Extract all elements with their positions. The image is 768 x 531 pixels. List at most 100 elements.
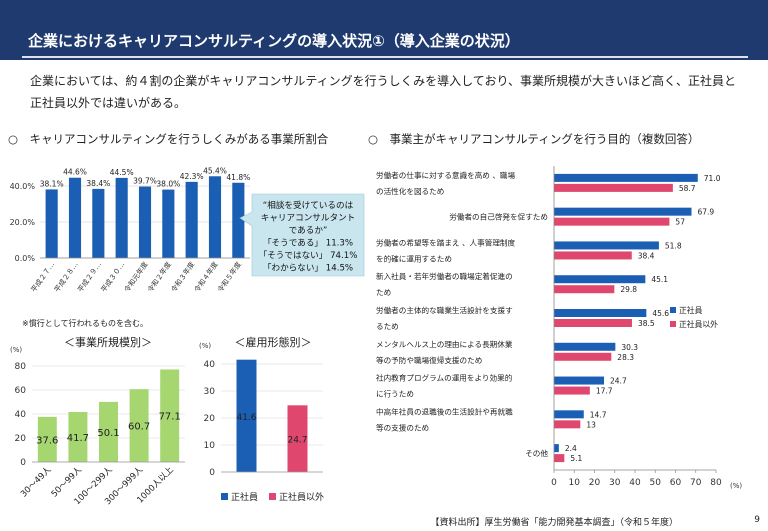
page-number: 9: [754, 515, 760, 525]
data-label: 45.4%: [203, 166, 227, 175]
summary-line-2: 正社員以外では違いがある。: [30, 96, 187, 110]
data-label: 45.6: [652, 309, 669, 318]
legend-label: 正社員以外: [279, 491, 324, 503]
callout-bubble: [239, 193, 365, 277]
legend-swatch: [670, 307, 676, 313]
category-label: 社内教育プログラムの運用をより効果的: [376, 373, 513, 383]
data-label: 38.5: [638, 319, 655, 328]
data-label: 67.9: [697, 208, 714, 217]
x-tick-label: 20: [589, 478, 601, 488]
data-label: 60.7: [128, 422, 150, 433]
data-label: 38.1%: [40, 179, 64, 188]
data-label: 24.7: [287, 436, 307, 446]
data-label: 77.1: [159, 412, 181, 423]
data-label: 5.1: [570, 454, 582, 463]
bar-non-regular: [554, 251, 632, 260]
summary-line-1: 企業においては、約４割の企業がキャリアコンサルティングを行うしくみを導入しており…: [30, 74, 736, 88]
bar: [92, 188, 105, 258]
chart-title: ＜事業所規模別＞: [64, 335, 152, 349]
bar-regular: [554, 241, 659, 250]
bar: [68, 411, 88, 462]
size-chart: ＜事業所規模別＞(%)02040608037.630～49人41.750～99人…: [10, 335, 185, 507]
data-label: 41.8%: [226, 173, 250, 182]
bar-non-regular: [554, 285, 615, 294]
callout-line: 「そうではない」 74.1%: [259, 250, 358, 261]
bar-regular: [554, 444, 559, 453]
data-label: 39.7%: [133, 177, 157, 186]
legend-swatch: [269, 493, 276, 500]
category-label: ため: [376, 288, 391, 297]
data-label: 71.0: [704, 174, 721, 183]
bar: [115, 177, 128, 258]
bar-regular: [554, 207, 692, 216]
bar: [185, 181, 198, 258]
unit-label: (%): [199, 342, 211, 350]
data-label: 29.8: [620, 285, 637, 294]
category-label: るため: [376, 322, 399, 331]
category-label: メンタルヘルス上の理由による長期休業: [376, 339, 513, 349]
data-label: 41.6: [236, 413, 256, 423]
category-label: 等の支援のため: [376, 422, 429, 432]
bar-non-regular: [554, 386, 590, 395]
x-tick-label: 30: [609, 478, 621, 488]
data-label: 41.7: [67, 433, 89, 444]
page-title: 企業におけるキャリアコンサルティングの導入状況①（導入企業の状況）: [28, 32, 520, 50]
data-label: 45.1: [651, 275, 668, 284]
x-tick-label: 80: [710, 478, 722, 488]
y-tick-label: 10: [204, 441, 216, 451]
bar: [160, 369, 180, 462]
x-tick-label: 40: [629, 478, 641, 488]
y-tick-label: 20.0%: [10, 218, 36, 227]
category-label: を的確に運用するため: [376, 253, 452, 263]
y-tick-label: 0: [20, 458, 26, 468]
y-tick-label: 30: [204, 387, 216, 397]
data-label: 13: [586, 420, 596, 429]
legend-label: 正社員以外: [679, 319, 718, 329]
callout-line: キャリアコンサルタント: [261, 213, 356, 224]
bar: [162, 189, 175, 258]
bar: [68, 177, 82, 258]
source-citation: 【資料出所】厚生労働省「能力開発基本調査」（令和５年度）: [430, 518, 678, 528]
data-label: 44.5%: [110, 168, 134, 177]
x-tick-label: 30～49人: [19, 465, 54, 500]
data-label: 30.3: [621, 343, 638, 352]
bar: [45, 189, 58, 258]
category-label: 労働者の自己啓発を促すため: [449, 212, 548, 222]
data-label: 2.4: [565, 444, 577, 453]
bar: [232, 182, 245, 258]
unit-label: (%): [730, 482, 742, 490]
x-tick-label: 0: [551, 478, 557, 488]
x-tick-label: 10: [569, 478, 581, 488]
data-label: 38.4: [638, 251, 655, 260]
category-label: 労働者の希望等を踏まえ 、人事管理制度: [376, 237, 516, 247]
y-tick-label: 40: [204, 360, 216, 370]
bar: [236, 359, 257, 472]
section-heading-right: ○ 事業主がキャリアコンサルティングを行う目的（複数回答）: [368, 132, 700, 146]
bar: [138, 186, 152, 258]
bar: [287, 405, 308, 472]
data-label: 37.6: [36, 435, 58, 446]
data-label: 51.8: [665, 241, 682, 250]
bar-non-regular: [554, 319, 632, 327]
data-label: 14.7: [590, 410, 607, 419]
category-label: 労働者の仕事に対する意識を高め 、職場: [376, 170, 516, 180]
bar-regular: [554, 376, 605, 385]
category-label: 等の予防や職場復帰支援のため: [376, 355, 482, 365]
data-label: 50.1: [97, 428, 119, 439]
y-tick-label: 20: [15, 434, 27, 444]
legend-swatch: [221, 493, 228, 500]
y-tick-label: 80: [15, 362, 27, 372]
bar-non-regular: [554, 352, 612, 361]
bar-regular: [554, 342, 616, 351]
bar-regular: [554, 410, 584, 419]
bar: [129, 389, 149, 462]
title-bar: 企業におけるキャリアコンサルティングの導入状況①（導入企業の状況）: [0, 0, 768, 60]
bar-regular: [554, 309, 647, 317]
data-label: 42.3%: [180, 172, 204, 181]
bar: [208, 176, 222, 258]
legend-label: 正社員: [231, 491, 258, 503]
data-label: 17.7: [596, 387, 613, 396]
bar-non-regular: [554, 454, 565, 463]
